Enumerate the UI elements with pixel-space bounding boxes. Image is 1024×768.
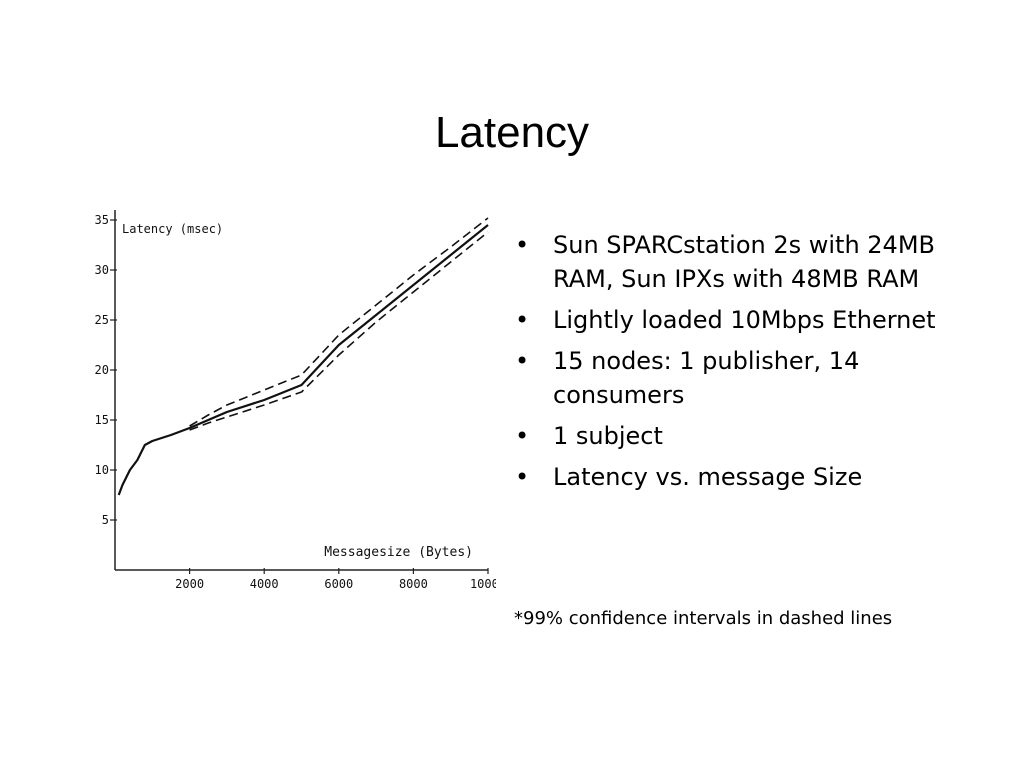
confidence-interval-line — [189, 217, 489, 427]
bullet-item: 15 nodes: 1 publisher, 14 consumers — [515, 344, 985, 412]
y-tick-label: 35 — [95, 213, 109, 227]
x-tick-label: 4000 — [250, 577, 279, 591]
footnote: *99% confidence intervals in dashed line… — [514, 608, 893, 629]
x-tick-label: 2000 — [175, 577, 204, 591]
y-axis-label: Latency (msec) — [122, 222, 223, 236]
y-tick-label: 30 — [95, 263, 109, 277]
slide-title: Latency — [434, 108, 590, 157]
bullet-item: Lightly loaded 10Mbps Ethernet — [515, 303, 985, 337]
y-tick-label: 10 — [95, 463, 109, 477]
series-group — [117, 217, 489, 496]
y-tick-label: 25 — [95, 313, 109, 327]
bullet-item: Latency vs. message Size — [515, 460, 985, 494]
y-axis-ticks: 5 10 15 20 25 30 35 — [95, 213, 117, 527]
confidence-interval-line — [189, 231, 489, 431]
bullet-item: 1 subject — [515, 419, 985, 453]
y-tick-label: 5 — [102, 513, 109, 527]
latency-line — [117, 224, 489, 496]
x-tick-label: 6000 — [324, 577, 353, 591]
x-tick-label: 10000 — [470, 577, 496, 591]
x-axis-label: Messagesize (Bytes) — [324, 545, 473, 560]
x-tick-label: 8000 — [399, 577, 428, 591]
latency-chart: 5 10 15 20 25 30 35 2000 4000 6000 8000 10000 Late… — [95, 210, 496, 591]
y-tick-label: 15 — [95, 413, 109, 427]
y-tick-label: 20 — [95, 363, 109, 377]
bullet-item: Sun SPARCstation 2s with 24MB RAM, Sun I… — [515, 228, 985, 296]
x-axis-ticks: 2000 4000 6000 8000 10000 — [175, 568, 496, 591]
bullet-list: Sun SPARCstation 2s with 24MB RAM, Sun I… — [515, 228, 985, 501]
